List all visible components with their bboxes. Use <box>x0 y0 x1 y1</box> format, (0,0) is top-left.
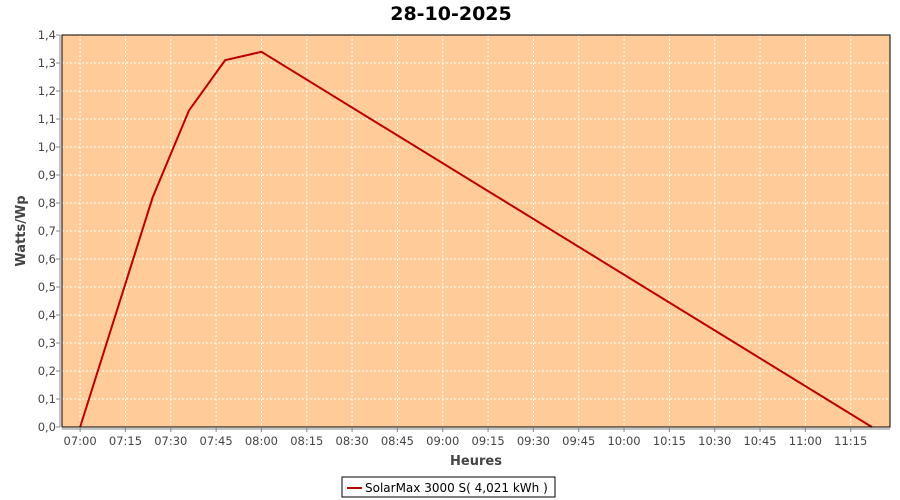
plot-border <box>61 34 891 428</box>
series-line <box>79 50 873 428</box>
x-tick-label: 10:00 <box>607 434 640 448</box>
x-tick-label: 08:30 <box>336 434 369 448</box>
legend-label: SolarMax 3000 S( 4,021 kWh ) <box>365 481 548 495</box>
x-tick-label: 09:30 <box>517 434 550 448</box>
y-tick-label: 0,2 <box>38 364 56 378</box>
x-tick-label: 10:30 <box>698 434 731 448</box>
y-tick-label: 1,4 <box>38 28 56 42</box>
y-tick-label: 1,1 <box>38 112 56 126</box>
x-tick-label: 09:45 <box>562 434 595 448</box>
y-tick-label: 1,0 <box>38 140 56 154</box>
y-tick-label: 1,3 <box>38 56 56 70</box>
chart-title: 28-10-2025 <box>390 3 512 25</box>
x-axis: 07:00 07:15 07:30 07:45 08:00 08:15 08:30 08:45… <box>62 428 890 448</box>
x-tick-label: 08:45 <box>381 434 414 448</box>
y-tick-label: 0,7 <box>38 224 56 238</box>
x-tick-label: 09:15 <box>472 434 505 448</box>
x-tick-label: 08:00 <box>245 434 278 448</box>
x-tick-label: 10:45 <box>743 434 776 448</box>
x-tick-label: 07:45 <box>200 434 233 448</box>
y-tick-label: 0,5 <box>38 280 56 294</box>
x-tick-label: 10:15 <box>653 434 686 448</box>
y-tick-label: 0,1 <box>38 392 56 406</box>
y-tick-label: 0,3 <box>38 336 56 350</box>
y-tick-label: 0,0 <box>38 420 56 434</box>
y-tick-label: 0,4 <box>38 308 56 322</box>
y-axis-label: Watts/Wp <box>14 195 29 266</box>
legend-box <box>341 476 556 498</box>
y-tick-label: 0,6 <box>38 252 56 266</box>
x-tick-label: 09:00 <box>426 434 459 448</box>
x-tick-label: 07:30 <box>154 434 187 448</box>
x-tick-label: 07:15 <box>109 434 142 448</box>
y-tick-label: 0,9 <box>38 168 56 182</box>
x-tick-label: 11:00 <box>789 434 822 448</box>
grid <box>62 35 890 427</box>
y-tick-label: 0,8 <box>38 196 56 210</box>
x-axis-label: Heures <box>450 454 502 469</box>
y-axis: 0,0 0,1 0,2 0,3 0,4 0,5 0,6 0,7 0,8 0,9 1,0 1,1 1,2 1… <box>38 28 61 434</box>
y-tick-label: 1,2 <box>38 84 56 98</box>
x-tick-label: 08:15 <box>290 434 323 448</box>
legend: SolarMax 3000 S( 4,021 kWh ) <box>341 476 556 498</box>
x-tick-label: 07:00 <box>64 434 97 448</box>
x-tick-label: 11:15 <box>834 434 867 448</box>
